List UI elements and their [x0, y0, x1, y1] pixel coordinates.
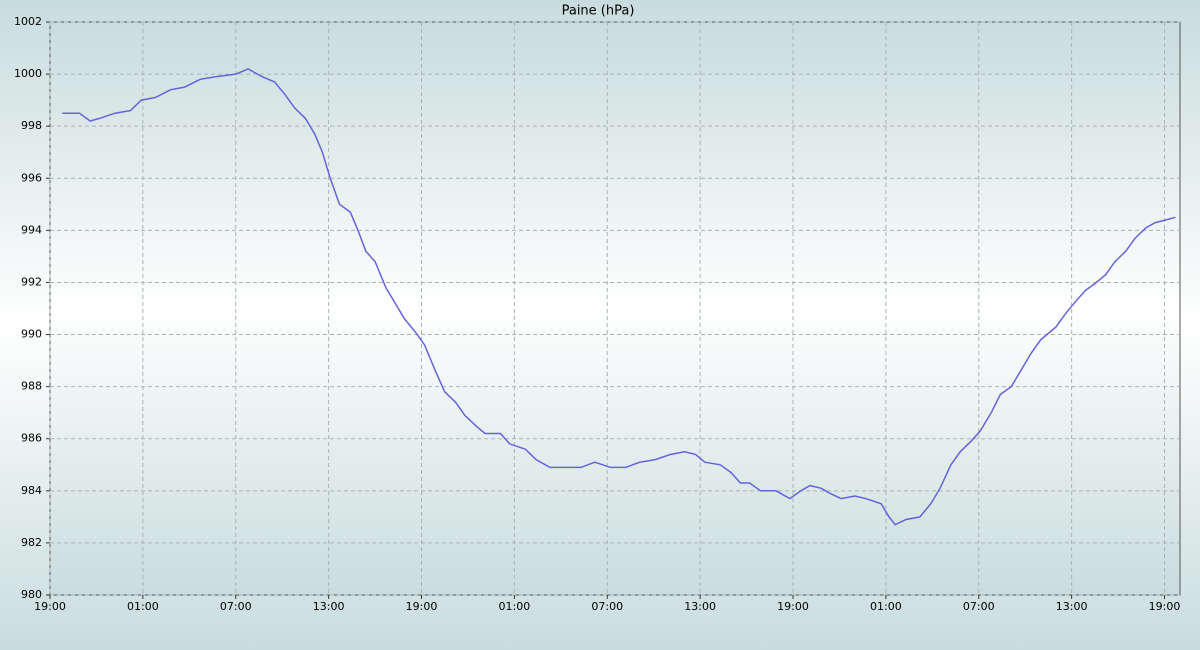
chart-title: Paine (hPa) — [562, 4, 635, 19]
y-tick-label: 982 — [21, 536, 42, 549]
y-tick-label: 984 — [21, 484, 42, 497]
x-tick-label: 01:00 — [870, 600, 902, 613]
plot-area — [49, 21, 1181, 596]
line — [62, 68, 1176, 526]
x-tick-label: 19:00 — [406, 600, 438, 613]
x-tick-label: 19:00 — [34, 600, 66, 613]
x-tick-label: 07:00 — [963, 600, 995, 613]
y-tick-label: 998 — [21, 119, 42, 132]
y-tick-label: 988 — [21, 380, 42, 393]
x-tick-label: 07:00 — [220, 600, 252, 613]
x-tick-label: 01:00 — [499, 600, 531, 613]
x-tick-label: 13:00 — [1056, 600, 1088, 613]
x-tick-label: 13:00 — [313, 600, 345, 613]
y-tick-label: 986 — [21, 432, 42, 445]
y-tick-label: 996 — [21, 171, 42, 184]
y-tick-label: 1002 — [14, 15, 42, 28]
x-tick-label: 19:00 — [1149, 600, 1181, 613]
x-tick-label: 07:00 — [591, 600, 623, 613]
y-tick-label: 992 — [21, 275, 42, 288]
x-tick-label: 19:00 — [777, 600, 809, 613]
y-tick-label: 1000 — [14, 67, 42, 80]
y-tick-label: 994 — [21, 223, 42, 236]
x-tick-label: 13:00 — [684, 600, 716, 613]
y-tick-label: 980 — [21, 588, 42, 601]
x-tick-label: 01:00 — [127, 600, 159, 613]
y-tick-label: 990 — [21, 328, 42, 341]
